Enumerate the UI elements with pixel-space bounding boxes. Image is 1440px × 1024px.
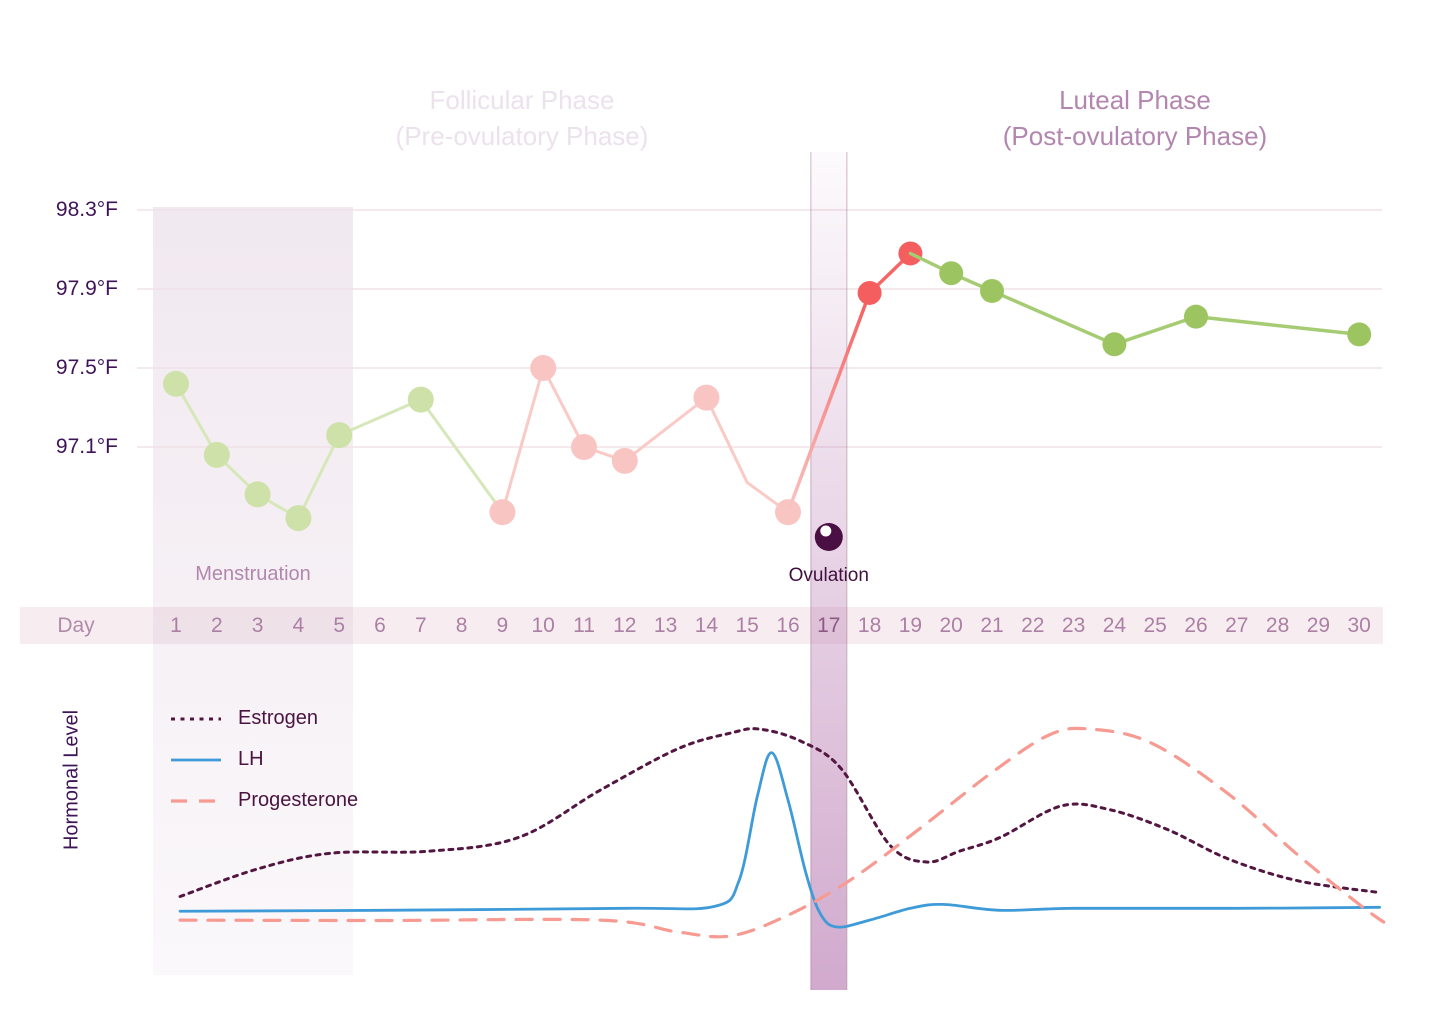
legend-item-progesterone: Progesterone xyxy=(170,780,358,821)
day-number-29: 29 xyxy=(1306,614,1331,637)
bbt-point-day-9 xyxy=(489,499,516,526)
day-number-7: 7 xyxy=(414,614,427,637)
follicular-phase-title: Follicular Phase (Pre-ovulatory Phase) xyxy=(292,82,752,154)
day-number-3: 3 xyxy=(251,614,264,637)
bbt-point-day-20 xyxy=(939,261,964,286)
day-number-2: 2 xyxy=(210,614,223,637)
legend-label-lh: LH xyxy=(238,748,264,770)
bbt-point-day-5 xyxy=(326,422,353,449)
day-number-19: 19 xyxy=(898,614,923,637)
day-number-22: 22 xyxy=(1021,614,1045,637)
hormone-curve-lh xyxy=(178,751,1381,929)
day-number-27: 27 xyxy=(1225,614,1249,637)
day-number-24: 24 xyxy=(1102,614,1127,637)
temp-tick-label: 97.9°F xyxy=(55,277,118,300)
hormone-curve-progesterone xyxy=(178,726,1386,939)
day-number-12: 12 xyxy=(613,614,637,637)
legend-item-estrogen: Estrogen xyxy=(170,698,358,739)
day-number-23: 23 xyxy=(1061,614,1086,637)
day-number-8: 8 xyxy=(455,614,468,637)
hormone-legend: Estrogen LH Progesterone xyxy=(170,698,358,821)
lh-line-swatch xyxy=(171,758,221,761)
day-number-13: 13 xyxy=(653,614,678,637)
progesterone-line-swatch xyxy=(171,798,221,803)
temp-tick-label: 98.3°F xyxy=(55,198,118,221)
bbt-point-day-18 xyxy=(857,280,882,305)
bbt-point-day-4 xyxy=(285,505,312,532)
day-number-18: 18 xyxy=(857,614,882,637)
bbt-line-bbt-late-follicular xyxy=(500,366,790,514)
temp-tick-label: 97.5°F xyxy=(55,356,118,379)
luteal-phase-title: Luteal Phase (Post-ovulatory Phase) xyxy=(905,82,1365,154)
bbt-point-day-10 xyxy=(530,355,557,381)
day-number-4: 4 xyxy=(292,614,305,637)
legend-label-estrogen: Estrogen xyxy=(238,707,319,729)
luteal-phase-title-line1: Luteal Phase xyxy=(1059,85,1211,115)
day-number-1: 1 xyxy=(170,614,182,637)
day-number-10: 10 xyxy=(531,614,555,637)
day-number-17: 17 xyxy=(817,614,841,637)
bbt-point-day-14 xyxy=(693,384,720,411)
legend-item-lh: LH xyxy=(170,739,358,780)
ovulation-label: Ovulation xyxy=(788,565,869,586)
day-number-26: 26 xyxy=(1184,614,1208,637)
bbt-point-day-2 xyxy=(203,441,230,468)
bbt-point-day-24 xyxy=(1102,332,1127,357)
bbt-point-day-26 xyxy=(1184,304,1208,329)
day-number-9: 9 xyxy=(496,614,509,637)
luteal-phase-title-line2: (Post-ovulatory Phase) xyxy=(1002,121,1268,151)
day-axis-title: Day xyxy=(57,614,95,637)
day-number-16: 16 xyxy=(776,614,800,637)
temp-tick-label: 97.1°F xyxy=(55,435,118,458)
day-number-20: 20 xyxy=(939,614,963,637)
bbt-point-day-21 xyxy=(980,278,1004,303)
bbt-point-day-1 xyxy=(163,370,189,397)
bbt-line-bbt-luteal xyxy=(908,251,1361,347)
follicular-phase-title-line2: (Pre-ovulatory Phase) xyxy=(395,121,649,151)
day-number-30: 30 xyxy=(1347,614,1371,637)
bbt-point-day-7 xyxy=(407,386,434,413)
bbt-point-day-3 xyxy=(244,481,271,508)
ovulation-band xyxy=(810,152,847,990)
day-number-25: 25 xyxy=(1143,614,1167,637)
estrogen-line-swatch xyxy=(171,717,221,720)
day-number-15: 15 xyxy=(735,614,759,637)
day-number-6: 6 xyxy=(374,614,386,637)
legend-label-progesterone: Progesterone xyxy=(238,789,359,811)
ovulation-icon-dot xyxy=(820,525,832,537)
hormone-axis-title: Hormonal Level xyxy=(60,709,83,851)
follicular-phase-title-line1: Follicular Phase xyxy=(429,85,615,115)
menstruation-label: Menstruation xyxy=(195,563,311,585)
day-number-14: 14 xyxy=(694,614,719,637)
day-number-28: 28 xyxy=(1265,614,1290,637)
bbt-point-day-30 xyxy=(1347,322,1372,347)
bbt-line-bbt-ovulation-rise xyxy=(786,291,872,514)
bbt-point-day-11 xyxy=(571,434,597,460)
day-number-11: 11 xyxy=(573,614,595,637)
day-number-5: 5 xyxy=(333,614,346,637)
menstruation-band xyxy=(153,207,353,975)
hormone-curve-estrogen xyxy=(178,727,1382,899)
day-number-21: 21 xyxy=(980,614,1004,637)
bbt-point-day-12 xyxy=(611,447,638,474)
